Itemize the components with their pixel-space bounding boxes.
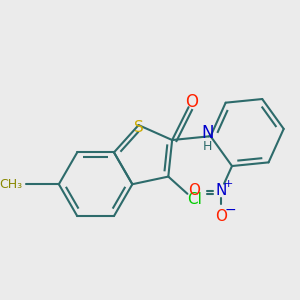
- Text: CH₃: CH₃: [0, 178, 22, 191]
- Text: −: −: [225, 203, 236, 217]
- Text: +: +: [224, 179, 233, 189]
- Text: O: O: [215, 209, 227, 224]
- Text: Cl: Cl: [187, 192, 202, 207]
- Text: O: O: [185, 93, 198, 111]
- Text: O: O: [188, 183, 200, 198]
- Text: H: H: [203, 140, 212, 152]
- Text: S: S: [134, 121, 143, 136]
- Text: N: N: [202, 124, 214, 142]
- Text: N: N: [215, 183, 226, 198]
